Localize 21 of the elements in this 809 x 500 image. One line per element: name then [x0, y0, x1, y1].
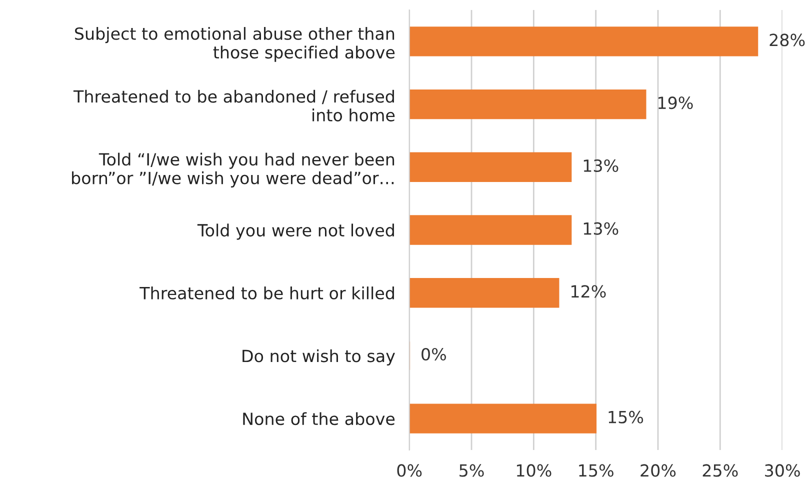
y-tick-label: Threatened to be hurt or killed — [140, 286, 394, 300]
data-label: 0% — [422, 348, 446, 361]
x-tick-label: 20% — [640, 464, 676, 477]
y-tick-label: Told “I/we wish you had never been born”or ”I/we wish you were dead”or… — [72, 152, 394, 188]
y-tick-label: Told you were not loved — [197, 224, 394, 240]
data-label: 15% — [608, 410, 644, 424]
y-tick-label: Do not wish to say — [242, 349, 395, 366]
x-tick-label: 5% — [460, 464, 484, 477]
y-tick-label: Subject to emotional abuse other than those specified above — [75, 27, 395, 62]
data-label: 19% — [658, 96, 693, 110]
x-tick-label: 30% — [765, 464, 800, 477]
x-tick-label: 15% — [579, 464, 614, 477]
x-tick-label: 25% — [702, 464, 738, 477]
x-tick-label: 0% — [397, 464, 422, 477]
data-label: 12% — [571, 285, 606, 298]
data-label: 13% — [584, 222, 618, 235]
x-tick-label: 10% — [516, 464, 552, 477]
y-tick-label: None of the above — [243, 412, 395, 426]
data-label: 28% — [770, 34, 805, 46]
y-tick-label: Threatened to be abandoned / refused into home — [73, 90, 395, 122]
data-label: 13% — [584, 159, 618, 172]
